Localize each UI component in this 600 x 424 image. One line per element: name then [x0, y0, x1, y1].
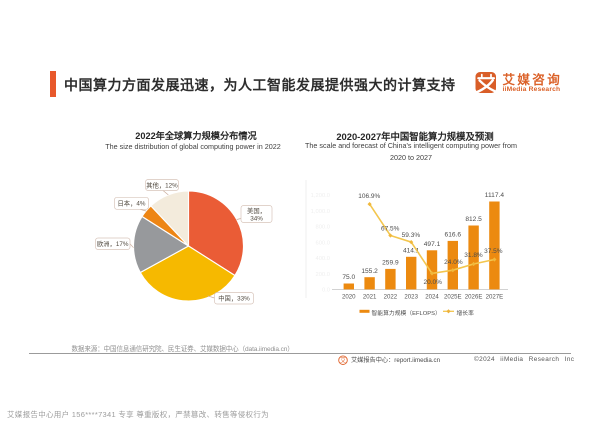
svg-text:34%: 34%: [250, 215, 263, 222]
svg-text:400.0: 400.0: [315, 256, 330, 262]
svg-text:2026E: 2026E: [465, 294, 483, 301]
svg-text:106.9%: 106.9%: [358, 193, 380, 200]
svg-text:2020: 2020: [342, 294, 356, 301]
svg-text:2021: 2021: [363, 294, 377, 301]
svg-text:艾: 艾: [340, 357, 346, 365]
svg-text:24.0%: 24.0%: [444, 259, 463, 266]
svg-text:600.0: 600.0: [315, 240, 330, 246]
svg-text:2025E: 2025E: [444, 294, 462, 301]
svg-text:1,000.0: 1,000.0: [311, 209, 330, 215]
svg-text:37.5%: 37.5%: [484, 248, 503, 255]
svg-text:日本，4%: 日本，4%: [118, 199, 146, 208]
svg-text:75.0: 75.0: [342, 274, 355, 281]
svg-text:1,200.0: 1,200.0: [311, 193, 330, 199]
svg-text:155.2: 155.2: [361, 268, 378, 275]
svg-text:欧洲，17%: 欧洲，17%: [97, 239, 129, 248]
svg-text:中国，33%: 中国，33%: [218, 294, 250, 303]
svg-text:31.8%: 31.8%: [464, 252, 483, 259]
svg-text:2024: 2024: [425, 294, 439, 301]
svg-text:增长率: 增长率: [457, 309, 475, 317]
svg-text:0.0: 0.0: [322, 288, 330, 294]
svg-text:1117.4: 1117.4: [485, 192, 505, 199]
svg-text:812.5: 812.5: [465, 216, 482, 223]
svg-text:20.0%: 20.0%: [423, 279, 442, 286]
svg-text:67.5%: 67.5%: [381, 225, 400, 232]
svg-text:497.1: 497.1: [424, 241, 441, 248]
svg-text:259.9: 259.9: [382, 260, 399, 267]
svg-text:美国，: 美国，: [247, 206, 266, 215]
svg-text:2027E: 2027E: [486, 294, 504, 301]
svg-text:59.3%: 59.3%: [402, 232, 421, 239]
svg-text:414.1: 414.1: [403, 248, 420, 255]
svg-text:其他，12%: 其他，12%: [146, 181, 178, 190]
svg-text:616.6: 616.6: [445, 232, 462, 239]
svg-text:200.0: 200.0: [315, 272, 330, 278]
svg-text:2023: 2023: [404, 294, 418, 301]
svg-text:智能算力规模（EFLOPS）: 智能算力规模（EFLOPS）: [372, 309, 441, 317]
svg-text:800.0: 800.0: [315, 225, 330, 231]
svg-text:2022: 2022: [384, 294, 398, 301]
